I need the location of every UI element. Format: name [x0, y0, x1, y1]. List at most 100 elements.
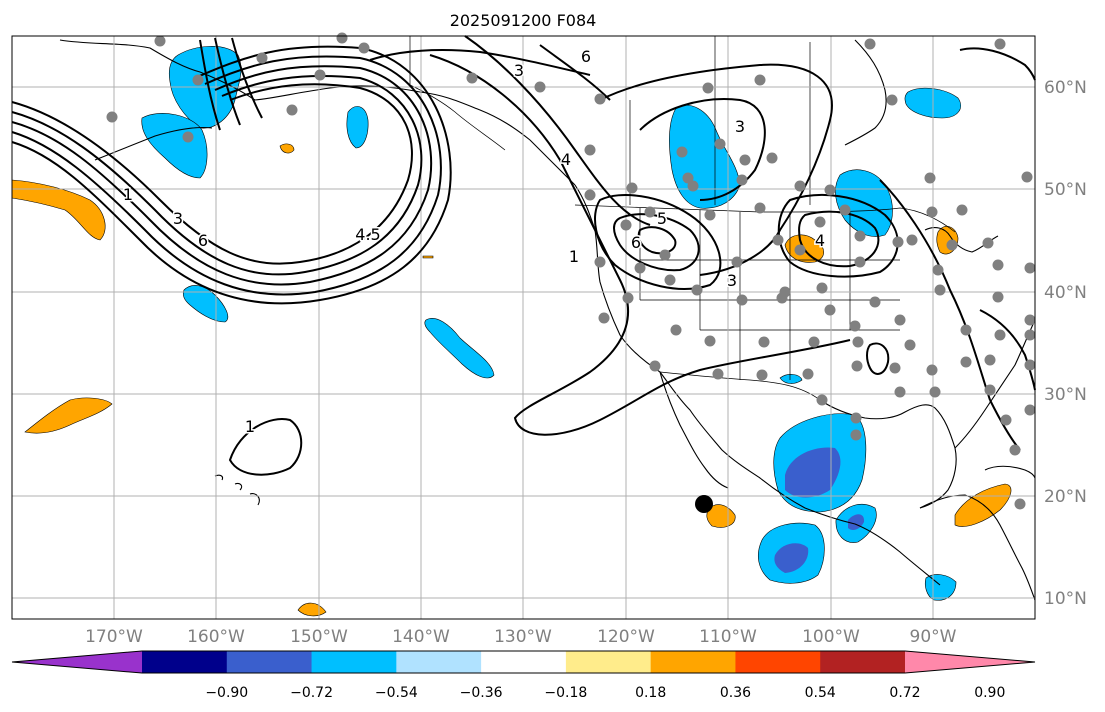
colorbar-tick-label: 0.90: [974, 685, 1005, 701]
contour-line: [979, 309, 1036, 391]
station-dot: [594, 256, 606, 268]
station-dot: [714, 138, 726, 150]
contour-label: 6: [198, 231, 208, 250]
map-panel: 1 3 5 6 4.5 6 3 1 4 5 6 3 3 4 1: [11, 32, 1036, 620]
station-dot: [839, 204, 851, 216]
contour-line: [464, 35, 651, 226]
contour-line: [199, 37, 263, 131]
aleutian-chain: [94, 126, 213, 161]
station-dot: [814, 216, 826, 228]
station-dot: [992, 291, 1004, 303]
contour-line: [599, 63, 833, 276]
station-dot: [534, 81, 546, 93]
colorbar-outline: [11, 650, 1036, 674]
station-dot: [1000, 414, 1012, 426]
latitude-labels: 60°N 50°N 40°N 30°N 20°N 10°N: [1044, 78, 1087, 609]
contour-line: [11, 65, 433, 286]
colorbar-segment: [735, 651, 821, 673]
station-dot: [106, 111, 118, 123]
lon-label: 110°W: [699, 627, 757, 647]
lon-label: 90°W: [910, 627, 957, 647]
station-dot: [816, 394, 828, 406]
lon-label: 100°W: [802, 627, 860, 647]
colorbar-segment: [311, 651, 397, 673]
station-dot: [864, 38, 876, 50]
lat-label: 20°N: [1044, 487, 1087, 507]
contour-label: 5: [657, 209, 667, 228]
contour-label: 3: [735, 117, 745, 136]
colorbar-tick-label: −0.36: [460, 685, 503, 701]
station-dot: [1024, 359, 1036, 371]
colorbar-segment: [565, 651, 652, 673]
station-dot: [889, 362, 901, 374]
station-dot: [584, 189, 596, 201]
station-dot: [984, 384, 996, 396]
station-dot: [466, 72, 478, 84]
colorbar-extend-low: [12, 651, 142, 673]
station-dot: [626, 182, 638, 194]
alaska-canada-border: [409, 36, 506, 151]
station-dot: [682, 172, 694, 184]
lat-label: 30°N: [1044, 385, 1087, 405]
contour-label: 3: [173, 209, 183, 228]
station-dot: [1024, 314, 1036, 326]
contour-line: [594, 194, 722, 290]
colorbar-segment: [820, 651, 906, 673]
station-dot: [992, 259, 1004, 271]
station-dot: [659, 249, 671, 261]
station-dot: [644, 206, 656, 218]
colorbar-segment: [481, 651, 567, 673]
lat-label: 60°N: [1044, 78, 1087, 98]
contour-label: 6: [631, 233, 641, 252]
station-dot: [994, 38, 1006, 50]
colorbar-segment: [226, 651, 313, 673]
colorbar-segment: [650, 651, 736, 673]
contour-line: [866, 342, 890, 375]
station-dot: [929, 386, 941, 398]
station-dot: [982, 237, 994, 249]
hudson-bay: [844, 39, 887, 146]
colorbar-segment: [142, 651, 228, 673]
lon-label: 170°W: [85, 627, 143, 647]
station-dot: [704, 335, 716, 347]
lon-label: 150°W: [290, 627, 348, 647]
contour-label: 1: [123, 185, 133, 204]
contour-line: [879, 179, 991, 401]
station-dot: [758, 336, 770, 348]
contour-labels: 1 3 5 6 4.5 6 3 1 4 5 6 3 3 4 1: [121, 46, 826, 438]
station-dot: [314, 69, 326, 81]
station-dot: [1024, 329, 1036, 341]
neg-anomaly-fill: [141, 113, 208, 179]
station-dot: [960, 324, 972, 336]
contour-label: 4: [561, 150, 571, 169]
lat-label: 40°N: [1044, 283, 1087, 303]
colorbar-tick-label: 0.54: [805, 685, 836, 701]
station-dot: [776, 292, 788, 304]
station-dot: [691, 284, 703, 296]
contour-line: [11, 75, 423, 276]
station-dot: [1009, 444, 1021, 456]
station-dot: [926, 364, 938, 376]
station-dot: [687, 180, 699, 192]
contour-label: 3: [727, 271, 737, 290]
contour-label: 6: [581, 47, 591, 66]
colorbar-segment: [396, 651, 482, 673]
lon-label: 120°W: [597, 627, 655, 647]
station-dot: [772, 234, 784, 246]
strong-neg-anomaly-fill: [785, 447, 841, 498]
contour-label: 4: [815, 231, 825, 250]
station-dot: [712, 368, 724, 380]
colorbar-extend-high: [905, 651, 1035, 673]
colorbar-tick-label: −0.18: [544, 685, 587, 701]
station-dot: [984, 354, 996, 366]
station-dot: [358, 42, 370, 54]
colorbar-tick-label: −0.90: [205, 685, 248, 701]
colorbar: −0.90 −0.72 −0.54 −0.36 −0.18 0.18 0.36 0.54 0.7…: [11, 650, 1036, 701]
contour-label: 3: [514, 61, 524, 80]
station-dot: [956, 204, 968, 216]
station-dot: [739, 154, 751, 166]
contour-line: [777, 194, 899, 278]
pos-anomaly-fill: [279, 143, 295, 154]
station-dot: [676, 146, 688, 158]
colorbar-tick-label: −0.72: [290, 685, 333, 701]
